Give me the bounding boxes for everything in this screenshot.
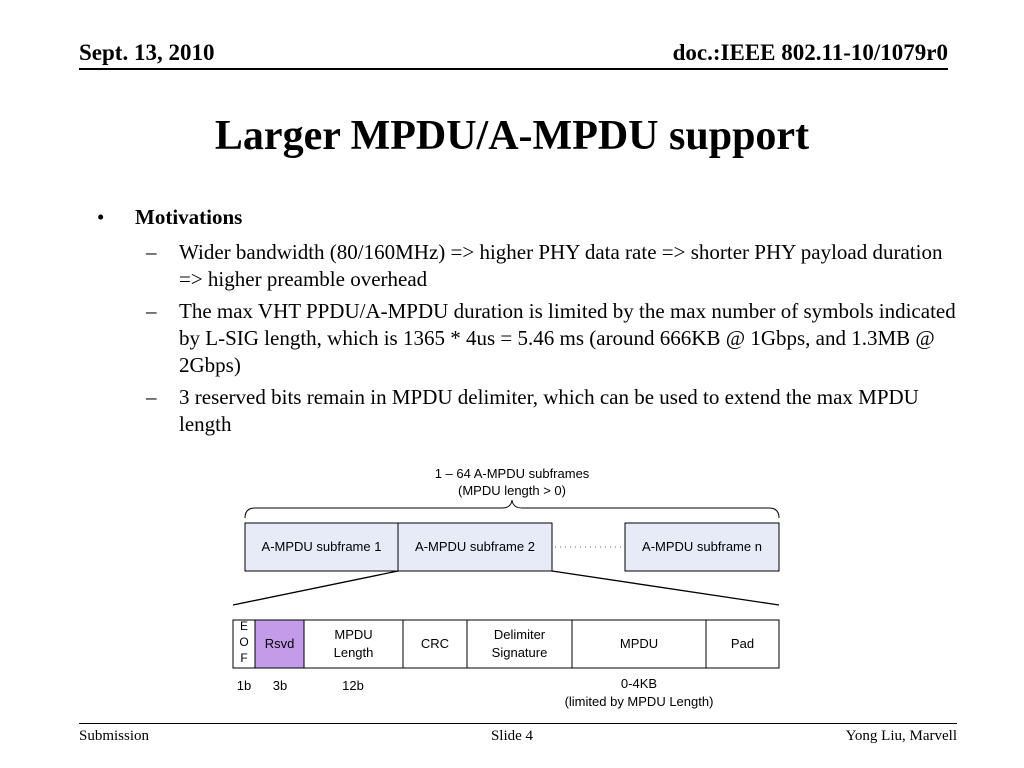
field-mpdu: MPDU — [571, 619, 707, 669]
expand-line-right — [551, 570, 780, 606]
dash-mark: – — [146, 299, 157, 323]
footer-submission: Submission — [79, 728, 150, 744]
eof-letter-f: F — [240, 651, 247, 665]
brace-label-line2: (MPDU length > 0) — [458, 483, 566, 498]
subframe-n-label: A-MPDU subframe n — [642, 539, 762, 554]
bullet-list: • Motivations – Wider bandwidth (80/160M… — [97, 204, 957, 443]
sub-bullet-3-text: 3 reserved bits remain in MPDU delimiter… — [179, 385, 919, 436]
size-mpdu-line1: 0-4KB — [621, 676, 657, 691]
mpdu-label: MPDU — [620, 636, 658, 651]
sub-bullet-2: – The max VHT PPDU/A-MPDU duration is li… — [97, 298, 957, 379]
mpdu-length-label-1: MPDU — [334, 627, 372, 642]
subframe-2: A-MPDU subframe 2 — [397, 522, 553, 572]
delimiter-signature-label-2: Signature — [492, 645, 548, 660]
field-pad: Pad — [705, 619, 780, 669]
size-mpdu-length: 12b — [342, 678, 364, 693]
dash-mark: – — [146, 385, 157, 409]
subframe-2-label: A-MPDU subframe 2 — [415, 539, 535, 554]
size-rsvd: 3b — [273, 678, 287, 693]
footer-slide-number: Slide 4 — [490, 728, 534, 744]
expand-line-left — [232, 570, 399, 606]
field-crc: CRC — [402, 619, 468, 669]
field-rsvd: Rsvd — [254, 619, 305, 669]
sub-bullet-3: – 3 reserved bits remain in MPDU delimit… — [97, 384, 957, 438]
eof-letter-e: E — [240, 619, 248, 633]
header-rule — [79, 68, 948, 70]
header-doc-id: doc.:IEEE 802.11-10/1079r0 — [672, 40, 948, 65]
field-mpdu-length: MPDU Length — [303, 619, 404, 669]
rsvd-label: Rsvd — [265, 636, 295, 651]
bullet-dot: • — [97, 205, 105, 229]
bullet-motivations-text: Motivations — [135, 205, 243, 229]
pad-label: Pad — [731, 636, 754, 651]
header-date: Sept. 13, 2010 — [79, 40, 215, 65]
size-eof: 1b — [237, 678, 251, 693]
sub-bullet-1: – Wider bandwidth (80/160MHz) => higher … — [97, 239, 957, 293]
crc-label: CRC — [421, 636, 449, 651]
footer-author: Yong Liu, Marvell — [845, 728, 957, 744]
subframe-n: A-MPDU subframe n — [624, 522, 780, 572]
field-delimiter-signature: Delimiter Signature — [466, 619, 573, 669]
brace-label-line1: 1 – 64 A-MPDU subframes — [435, 466, 590, 481]
field-eof: E O F — [232, 619, 256, 669]
footer-rule — [79, 723, 957, 724]
dash-mark: – — [146, 240, 157, 264]
mpdu-length-label-2: Length — [334, 645, 374, 660]
subframe-1-label: A-MPDU subframe 1 — [262, 539, 382, 554]
subframe-1: A-MPDU subframe 1 — [244, 522, 399, 572]
brace — [244, 499, 780, 519]
slide-title: Larger MPDU/A-MPDU support — [214, 113, 810, 159]
sub-bullet-1-text: Wider bandwidth (80/160MHz) => higher PH… — [179, 240, 943, 291]
eof-letter-o: O — [239, 635, 248, 649]
size-mpdu-line2: (limited by MPDU Length) — [565, 694, 714, 709]
delimiter-signature-label-1: Delimiter — [494, 627, 546, 642]
bullet-motivations: • Motivations — [97, 204, 957, 231]
sub-bullet-2-text: The max VHT PPDU/A-MPDU duration is limi… — [179, 299, 956, 377]
